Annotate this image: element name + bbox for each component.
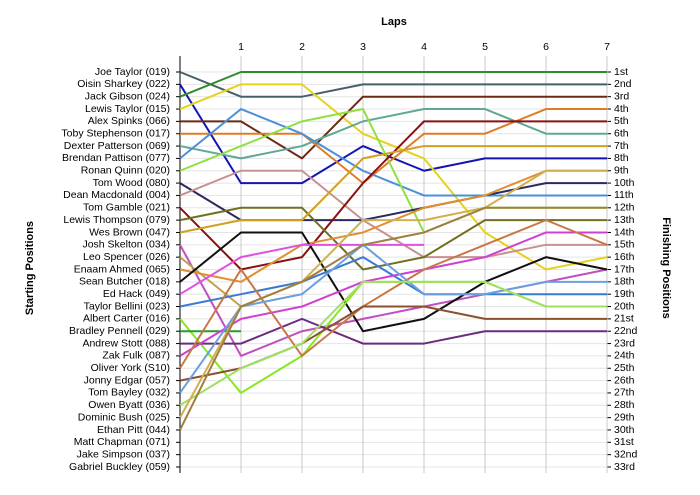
position-line	[179, 231, 608, 333]
y2-tick-label: 13th	[614, 214, 635, 226]
driver-label: Oliver York (S10)	[91, 362, 170, 374]
position-line	[180, 108, 607, 185]
driver-label: Jonny Edgar (057)	[84, 374, 170, 386]
position-line	[179, 280, 607, 394]
position-line	[179, 169, 607, 283]
driver-label: Albert Carter (016)	[83, 313, 170, 325]
position-line	[179, 71, 607, 98]
x-axis-title: Laps	[381, 16, 407, 28]
driver-label: Ethan Pitt (044)	[97, 424, 170, 436]
y2-tick-label: 17th	[614, 263, 635, 275]
position-line	[179, 71, 607, 98]
position-line	[179, 206, 607, 271]
driver-label: Toby Stephenson (017)	[61, 128, 170, 140]
driver-label: Dean Macdonald (004)	[63, 189, 170, 201]
x-tick-label: 1	[238, 41, 244, 53]
y2-tick-label: 1st	[614, 66, 628, 78]
driver-label: Sean Butcher (018)	[79, 276, 170, 288]
y2-tick-label: 10th	[614, 177, 635, 189]
position-line	[179, 219, 608, 369]
position-line	[179, 145, 607, 234]
driver-label: Taylor Bellini (023)	[84, 300, 170, 312]
y-axis-title: Starting Positions	[24, 221, 36, 315]
y2-tick-label: 5th	[614, 115, 629, 127]
y2-tick-label: 2nd	[614, 78, 632, 90]
driver-label: Lewis Thompson (079)	[63, 214, 170, 226]
driver-label: Tom Gamble (021)	[83, 202, 170, 214]
y2-tick-label: 14th	[614, 226, 635, 238]
position-line	[179, 243, 424, 296]
driver-label: Josh Skelton (034)	[82, 239, 170, 251]
driver-label: Matt Chapman (071)	[74, 436, 170, 448]
driver-label: Bradley Pennell (029)	[69, 325, 170, 337]
driver-label: Oisin Sharkey (022)	[77, 78, 170, 90]
y2-tick-label: 31st	[614, 436, 634, 448]
driver-label: Alex Spinks (066)	[88, 115, 170, 127]
driver-label: Joe Taylor (019)	[95, 66, 170, 78]
driver-label: Zak Fulk (087)	[102, 350, 170, 362]
position-line	[180, 317, 607, 345]
x-tick-label: 3	[360, 41, 366, 53]
position-line	[179, 182, 607, 222]
driver-label: Andrew Stott (088)	[82, 337, 170, 349]
y2-tick-label: 22nd	[614, 325, 638, 337]
y2-tick-label: 25th	[614, 362, 635, 374]
y2-tick-label: 26th	[614, 374, 635, 386]
driver-label: Lewis Taylor (015)	[85, 103, 170, 115]
y2-tick-label: 11th	[614, 189, 634, 201]
y2-tick-label: 28th	[614, 399, 635, 411]
driver-label: Tom Wood (080)	[93, 177, 170, 189]
y2-tick-label: 12th	[614, 202, 635, 214]
driver-label: Jake Simpson (037)	[77, 448, 170, 460]
position-line	[179, 244, 608, 357]
y2-tick-label: 18th	[614, 276, 635, 288]
driver-label: Dominic Bush (025)	[78, 411, 170, 423]
x-tick-label: 2	[299, 41, 305, 53]
driver-label: Leo Spencer (026)	[83, 251, 170, 263]
y2-tick-label: 6th	[614, 128, 629, 140]
x-tick-label: 7	[604, 41, 610, 53]
driver-label: Jack Gibson (024)	[85, 90, 170, 102]
x-tick-label: 6	[543, 41, 549, 53]
position-line	[179, 243, 607, 394]
y2-tick-label: 4th	[614, 103, 629, 115]
y2-tick-label: 7th	[614, 140, 629, 152]
driver-label: Dexter Patterson (069)	[64, 140, 170, 152]
x-tick-label: 5	[482, 41, 488, 53]
y2-tick-label: 32nd	[614, 448, 638, 460]
position-line	[179, 108, 607, 197]
y2-tick-label: 21st	[614, 313, 634, 325]
position-line	[179, 231, 607, 357]
y2-tick-label: 29th	[614, 411, 635, 423]
position-line	[180, 95, 607, 160]
y2-tick-label: 30th	[614, 424, 635, 436]
driver-label: Ronan Quinn (020)	[81, 165, 170, 177]
driver-label: Gabriel Buckley (059)	[69, 461, 170, 473]
y2-tick-label: 3rd	[614, 90, 629, 102]
x-tick-label: 4	[421, 41, 427, 53]
driver-label: Tom Bayley (032)	[88, 387, 170, 399]
y2-tick-label: 8th	[614, 152, 629, 164]
y2-tick-label: 23rd	[614, 337, 635, 349]
y2-tick-label: 9th	[614, 165, 629, 177]
driver-label: Brendan Pattison (077)	[62, 152, 170, 164]
y2-tick-label: 15th	[614, 239, 635, 251]
y2-axis-title: Finishing Positions	[660, 217, 672, 318]
driver-label: Wes Brown (047)	[89, 226, 170, 238]
y2-tick-label: 20th	[614, 300, 635, 312]
position-line	[179, 83, 608, 271]
driver-label: Owen Byatt (036)	[88, 399, 170, 411]
y2-tick-label: 19th	[614, 288, 635, 300]
y2-tick-label: 27th	[614, 387, 635, 399]
driver-label: Enaam Ahmed (065)	[74, 263, 170, 275]
driver-label: Ed Hack (049)	[103, 288, 170, 300]
position-line	[179, 206, 607, 431]
position-line	[179, 280, 607, 407]
y2-tick-label: 24th	[614, 350, 635, 362]
y2-tick-label: 16th	[614, 251, 635, 263]
position-line	[179, 108, 607, 160]
y2-tick-label: 33rd	[614, 461, 635, 473]
